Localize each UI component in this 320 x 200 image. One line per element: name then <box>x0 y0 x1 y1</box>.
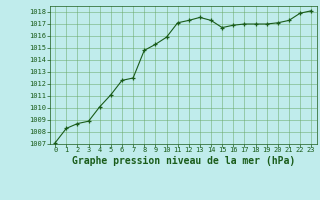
X-axis label: Graphe pression niveau de la mer (hPa): Graphe pression niveau de la mer (hPa) <box>72 156 295 166</box>
